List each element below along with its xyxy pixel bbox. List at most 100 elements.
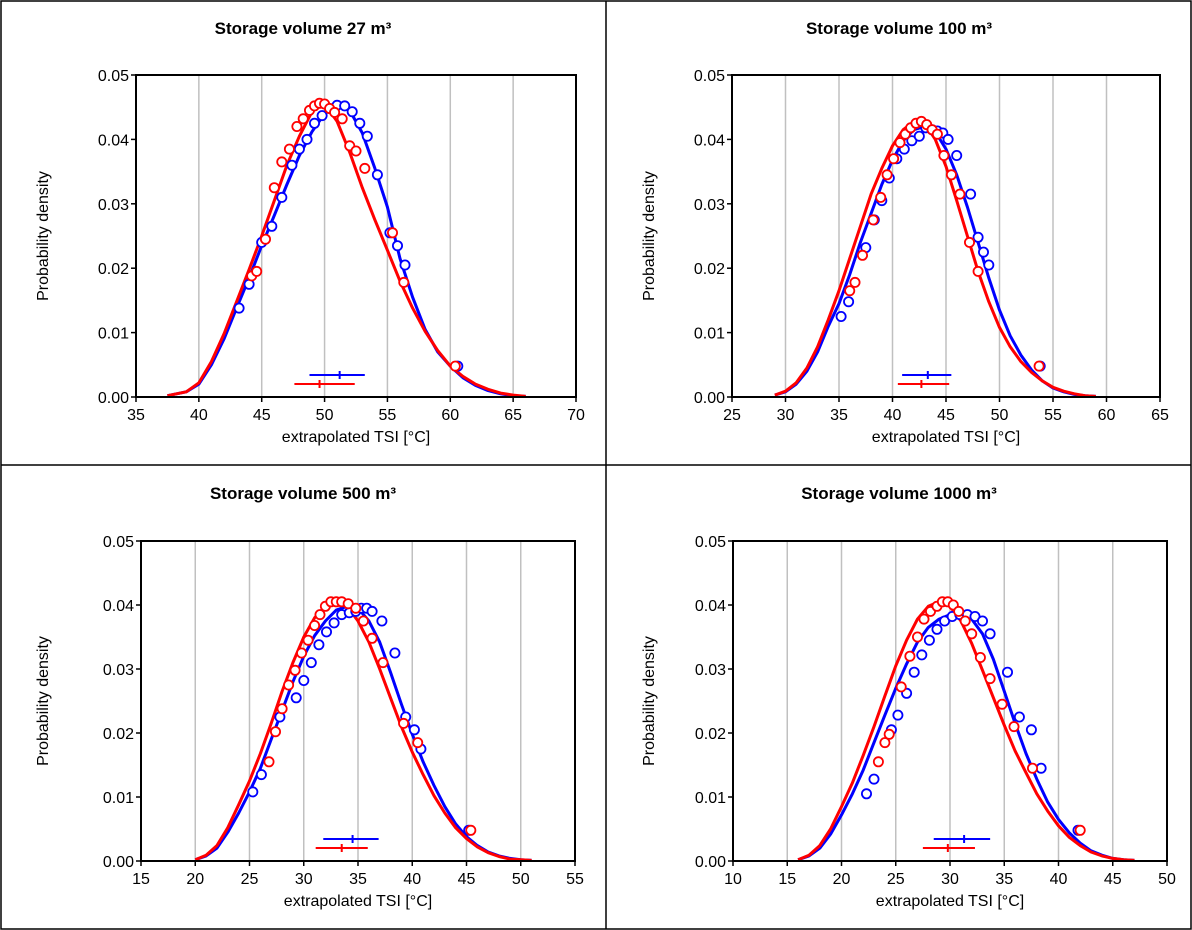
data-point: [283, 679, 295, 691]
data-point: [959, 615, 971, 627]
data-point: [449, 360, 461, 372]
y-tick-label: 0.00: [98, 390, 129, 407]
y-tick-label: 0.02: [98, 261, 129, 278]
data-point: [283, 143, 295, 155]
x-tick-label: 50: [512, 871, 530, 888]
y-tick-label: 0.03: [98, 197, 129, 214]
x-tick-label: 15: [778, 871, 796, 888]
y-tick-label: 0.01: [695, 790, 726, 807]
y-tick-label: 0.05: [103, 534, 134, 551]
y-tick-label: 0.01: [694, 326, 725, 343]
data-point: [984, 673, 996, 685]
data-point: [872, 756, 884, 768]
x-tick-label: 45: [253, 407, 271, 424]
series-line: [194, 600, 532, 862]
data-point: [996, 698, 1008, 710]
data-point: [931, 623, 943, 635]
x-tick-label: 20: [833, 871, 851, 888]
y-tick-label: 0.02: [695, 726, 726, 743]
y-tick-label: 0.00: [103, 854, 134, 871]
series-line: [194, 604, 532, 862]
chart-title: Storage volume 100 m³: [806, 19, 992, 38]
data-point: [309, 620, 321, 632]
data-point: [308, 117, 320, 129]
x-tick-label: 60: [441, 407, 459, 424]
data-point: [883, 728, 895, 740]
data-point: [465, 824, 477, 836]
data-point: [835, 310, 847, 322]
x-tick-label: 40: [884, 407, 902, 424]
x-tick-label: 45: [937, 407, 955, 424]
data-point: [916, 649, 928, 661]
data-point: [389, 647, 401, 659]
y-axis-label: Probability density: [641, 171, 658, 301]
data-point: [399, 259, 411, 271]
data-point: [964, 236, 976, 248]
data-point: [255, 769, 267, 781]
plot-frame: [135, 74, 577, 398]
data-point: [867, 214, 879, 226]
x-tick-label: 50: [991, 407, 1009, 424]
x-tick-label: 55: [1044, 407, 1062, 424]
data-point: [408, 724, 420, 736]
series-line: [774, 125, 1096, 398]
y-tick-label: 0.05: [694, 68, 725, 85]
x-tick-label: 70: [567, 407, 585, 424]
data-point: [912, 631, 924, 643]
data-point: [297, 113, 309, 125]
y-axis-label: Probability density: [35, 636, 52, 766]
x-axis-label: extrapolated TSI [°C]: [876, 893, 1024, 910]
data-point: [350, 602, 362, 614]
y-tick-label: 0.04: [695, 598, 726, 615]
data-point: [951, 149, 963, 161]
data-point: [1008, 721, 1020, 733]
data-point: [881, 169, 893, 181]
chart-panel-27: Storage volume 27 m³ 35 40 45 50 55 60 65 70 0.00…: [35, 19, 585, 446]
data-point: [888, 153, 900, 165]
data-point: [843, 296, 855, 308]
data-point: [291, 121, 303, 133]
data-point: [894, 137, 906, 149]
x-tick-label: 25: [887, 871, 905, 888]
data-point: [328, 617, 340, 629]
data-point: [849, 276, 861, 288]
data-point: [938, 149, 950, 161]
data-point: [286, 159, 298, 171]
data-point: [268, 182, 280, 194]
y-tick-label: 0.03: [103, 662, 134, 679]
x-tick-label: 35: [127, 407, 145, 424]
chart-panel-1000: Storage volume 1000 m³ 10 15 20 25 30 35 40 45 50…: [641, 484, 1176, 910]
data-point: [339, 100, 351, 112]
data-point: [305, 657, 317, 669]
y-tick-label: 0.02: [694, 261, 725, 278]
data-point: [302, 634, 314, 646]
data-point: [301, 133, 313, 145]
x-tick-label: 50: [1158, 871, 1176, 888]
data-point: [366, 632, 378, 644]
x-tick-label: 50: [316, 407, 334, 424]
y-tick-label: 0.04: [694, 132, 725, 149]
data-point: [965, 188, 977, 200]
data-point: [276, 703, 288, 715]
y-tick-label: 0.03: [695, 662, 726, 679]
x-tick-label: 35: [830, 407, 848, 424]
x-tick-label: 65: [1151, 407, 1169, 424]
data-point: [293, 143, 305, 155]
data-point: [1027, 762, 1039, 774]
x-tick-label: 25: [723, 407, 741, 424]
data-point: [977, 615, 989, 627]
y-tick-label: 0.05: [695, 534, 726, 551]
data-point: [298, 675, 310, 687]
data-point: [857, 249, 869, 261]
data-point: [266, 220, 278, 232]
data-point: [945, 169, 957, 181]
y-tick-label: 0.01: [98, 326, 129, 343]
data-point: [895, 681, 907, 693]
y-tick-label: 0.00: [694, 390, 725, 407]
data-point: [904, 650, 916, 662]
data-point: [329, 106, 341, 118]
data-point: [247, 786, 259, 798]
x-tick-label: 55: [379, 407, 397, 424]
series-line: [797, 600, 1135, 862]
